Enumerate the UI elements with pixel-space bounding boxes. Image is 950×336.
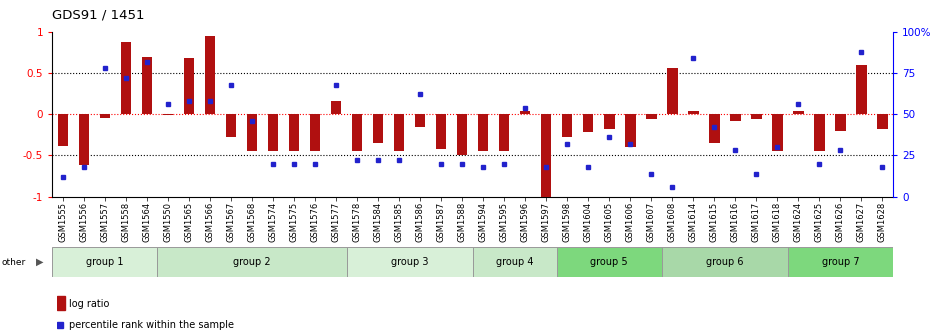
Bar <box>814 114 825 151</box>
Bar <box>709 114 719 143</box>
Bar <box>688 111 698 114</box>
Bar <box>226 114 237 137</box>
Bar <box>478 114 488 151</box>
Text: percentile rank within the sample: percentile rank within the sample <box>69 320 234 330</box>
Bar <box>788 247 893 277</box>
Text: GDS91 / 1451: GDS91 / 1451 <box>52 8 144 22</box>
Bar <box>158 247 347 277</box>
Bar <box>268 114 278 151</box>
Bar <box>473 247 557 277</box>
Bar <box>604 114 615 129</box>
Bar <box>541 114 551 197</box>
Text: other: other <box>2 258 27 266</box>
Bar <box>121 42 131 114</box>
Bar <box>751 114 762 119</box>
Bar <box>183 58 194 114</box>
Bar <box>520 111 530 114</box>
Bar <box>204 36 215 114</box>
Bar <box>662 247 788 277</box>
Bar <box>457 114 467 155</box>
Bar <box>142 57 152 114</box>
Bar <box>310 114 320 151</box>
Text: group 2: group 2 <box>233 257 271 267</box>
Bar <box>347 247 473 277</box>
Bar <box>625 114 636 147</box>
Bar <box>499 114 509 151</box>
Text: group 3: group 3 <box>390 257 428 267</box>
Bar <box>583 114 594 132</box>
Bar <box>835 114 846 131</box>
Bar <box>793 111 804 114</box>
Bar <box>667 68 677 114</box>
Bar <box>247 114 257 151</box>
Text: group 5: group 5 <box>591 257 628 267</box>
Bar <box>289 114 299 151</box>
Bar <box>646 114 656 119</box>
Bar <box>372 114 383 143</box>
Text: log ratio: log ratio <box>69 299 109 308</box>
Bar <box>79 114 89 165</box>
Text: group 7: group 7 <box>822 257 859 267</box>
Bar <box>562 114 573 137</box>
Bar <box>352 114 362 151</box>
Bar <box>557 247 662 277</box>
Text: group 4: group 4 <box>496 257 533 267</box>
Bar <box>100 114 110 118</box>
Bar <box>415 114 426 127</box>
Bar <box>772 114 783 151</box>
Bar <box>731 114 741 121</box>
Bar <box>162 114 173 115</box>
Bar <box>52 247 158 277</box>
Bar <box>856 65 866 114</box>
Text: group 1: group 1 <box>86 257 124 267</box>
Bar <box>394 114 405 151</box>
Text: ▶: ▶ <box>36 257 44 267</box>
Bar <box>436 114 446 149</box>
Bar <box>58 114 68 145</box>
Bar <box>57 296 66 310</box>
Bar <box>877 114 887 129</box>
Text: group 6: group 6 <box>706 257 744 267</box>
Bar <box>331 101 341 114</box>
